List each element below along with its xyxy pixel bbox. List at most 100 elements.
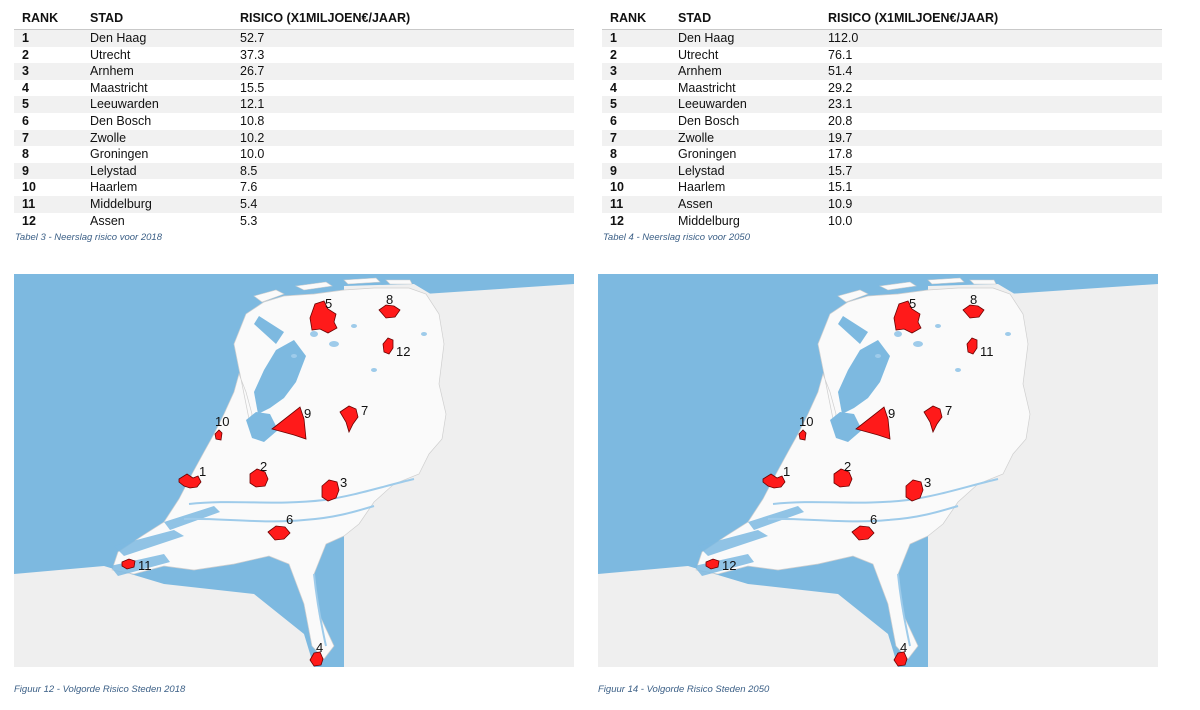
neighbour-land: [344, 284, 574, 667]
neighbour-land: [928, 284, 1158, 667]
rank-cell: 2: [610, 47, 617, 62]
lake: [1005, 332, 1011, 336]
island: [878, 281, 917, 291]
rank-cell: 6: [22, 113, 29, 128]
markermeer: [246, 412, 278, 442]
lake: [955, 368, 961, 372]
table-row: 10 Haarlem 7.6: [14, 179, 574, 196]
city-rank-label-lelystad: 9: [888, 406, 895, 421]
city-area-utrecht: [833, 468, 853, 488]
risk-cell: 29.2: [828, 80, 853, 95]
city-rank-label-leeuwarden: 5: [909, 296, 916, 311]
risk-table-2018: RANK STAD RISICO (X1MILJOEN€/JAAR) 1 Den …: [14, 10, 574, 229]
header-risk: RISICO (X1MILJOEN€/JAAR): [828, 11, 999, 25]
city-area-assen: [382, 337, 394, 355]
rank-cell: 10: [610, 180, 624, 195]
island: [253, 289, 285, 303]
table-row: 10 Haarlem 15.1: [602, 179, 1162, 196]
rank-cell: 12: [610, 213, 624, 228]
table-header-row: RANK STAD RISICO (X1MILJOEN€/JAAR): [14, 10, 574, 30]
city-cell: Utrecht: [90, 47, 131, 62]
risk-cell: 52.7: [240, 28, 574, 47]
city-cell: Haarlem: [90, 180, 138, 195]
table-row: 8 Groningen 17.8: [602, 146, 1162, 163]
city-cell: Maastricht: [678, 80, 736, 95]
city-rank-label-middelburg: 11: [138, 558, 152, 573]
risk-cell: 7.6: [240, 180, 258, 195]
panel-2050: RANK STAD RISICO (X1MILJOEN€/JAAR) 1 Den …: [598, 0, 1167, 695]
risk-cell: 8.5: [240, 162, 574, 180]
risk-cell: 12.1: [240, 96, 574, 113]
rank-cell: 10: [22, 180, 36, 195]
ijsselmeer: [838, 340, 890, 414]
city-area-groningen: [962, 304, 985, 319]
header-city: STAD: [678, 11, 712, 25]
city-cell: Groningen: [678, 147, 737, 162]
city-cell: Utrecht: [678, 47, 719, 62]
city-rank-label-middelburg: 12: [722, 558, 736, 573]
risk-cell: 15.7: [828, 162, 1162, 180]
city-rank-label-haarlem: 10: [799, 414, 813, 429]
lake: [875, 354, 881, 358]
header-risk: RISICO (X1MILJOEN€/JAAR): [240, 11, 411, 25]
rank-cell: 4: [22, 80, 29, 95]
ijsselmeer: [254, 340, 306, 414]
table-row: 4 Maastricht 29.2: [602, 80, 1162, 97]
city-cell: Arnhem: [90, 63, 240, 80]
city-cell: Leeuwarden: [678, 96, 828, 113]
city-rank-label-groningen: 8: [386, 292, 393, 307]
header-rank: RANK: [22, 11, 59, 25]
rank-cell: 4: [610, 80, 617, 95]
estuary: [694, 554, 754, 576]
city-rank-label-utrecht: 2: [260, 459, 267, 474]
rank-cell: 11: [602, 195, 678, 213]
island: [837, 289, 869, 303]
risk-cell: 37.3: [240, 47, 265, 62]
table-body: 1 Den Haag 112.0 2 Utrecht 76.1 3 Arnhem 51.4 4 Ma…: [602, 28, 1162, 230]
city-rank-label-maastricht: 4: [316, 640, 323, 655]
city-cell: Zwolle: [678, 129, 828, 147]
rank-cell: 12: [22, 213, 36, 228]
island: [385, 279, 413, 285]
table-row: 9 Lelystad 15.7: [602, 162, 1162, 180]
risk-cell: 23.1: [828, 96, 1162, 113]
neighbour-land: [14, 566, 314, 667]
lake: [421, 332, 427, 336]
lake: [329, 341, 339, 347]
table-row: 1 Den Haag 112.0: [602, 28, 1162, 47]
map-2050: 1 2 3 4 5 6 7 8 9 10 12 11: [598, 274, 1158, 667]
table-row: 5 Leeuwarden 12.1: [14, 96, 574, 113]
risk-cell: 112.0: [828, 28, 1162, 47]
city-area-lelystad: [271, 406, 307, 440]
island: [969, 279, 997, 285]
city-rank-label-groningen: 8: [970, 292, 977, 307]
risk-cell: 5.4: [240, 195, 574, 213]
city-area-haarlem: [214, 429, 223, 441]
city-area-bosch: [267, 525, 291, 541]
river: [897, 573, 911, 647]
rank-cell: 9: [602, 162, 678, 180]
table-row: 3 Arnhem 26.7: [14, 63, 574, 80]
risk-cell: 15.5: [240, 80, 265, 95]
panel-2018: RANK STAD RISICO (X1MILJOEN€/JAAR) 1 Den …: [14, 0, 579, 695]
city-cell: Lelystad: [90, 162, 240, 180]
rank-cell: 1: [14, 28, 90, 47]
river: [772, 478, 999, 505]
table-row: 5 Leeuwarden 23.1: [602, 96, 1162, 113]
city-area-assen: [966, 337, 978, 355]
city-area-haarlem: [798, 429, 807, 441]
risk-cell: 10.2: [240, 129, 574, 147]
city-area-haag: [762, 473, 786, 489]
island: [927, 277, 965, 285]
city-cell: Den Haag: [90, 28, 240, 47]
table-row: 7 Zwolle 10.2: [14, 129, 574, 147]
table-body: 1 Den Haag 52.7 2 Utrecht 37.3 3 Arnhem 26.7 4 Maa…: [14, 28, 574, 230]
risk-table-2050: RANK STAD RISICO (X1MILJOEN€/JAAR) 1 Den …: [602, 10, 1162, 229]
city-rank-label-arnhem: 3: [924, 475, 931, 490]
city-rank-label-utrecht: 2: [844, 459, 851, 474]
table-row: 6 Den Bosch 10.8: [14, 113, 574, 130]
city-rank-label-zwolle: 7: [361, 403, 368, 418]
city-area-leeuwarden: [893, 300, 922, 334]
city-cell: Assen: [678, 195, 828, 213]
